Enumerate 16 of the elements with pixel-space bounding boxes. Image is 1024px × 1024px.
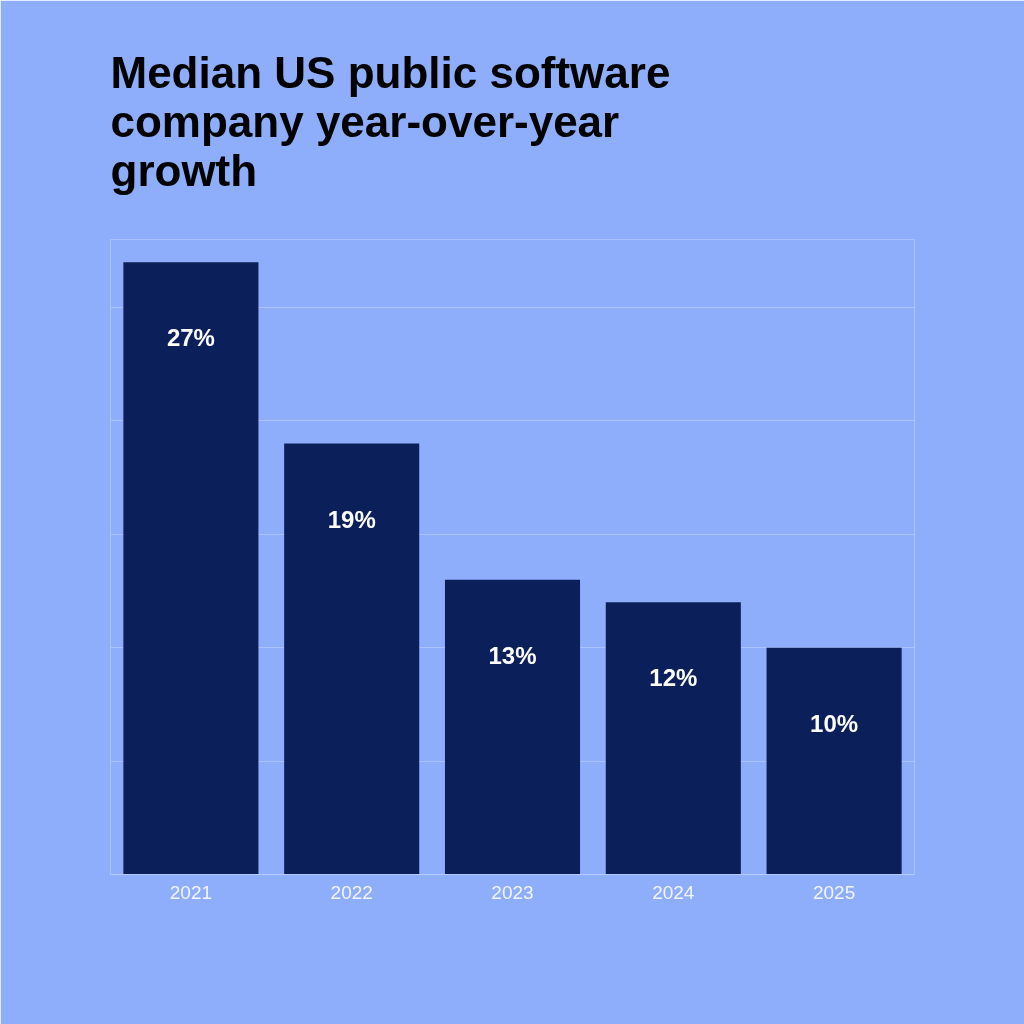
data-label: 10% bbox=[810, 709, 859, 737]
bar bbox=[766, 647, 902, 875]
x-tick-label: 2023 bbox=[491, 881, 534, 903]
x-tick-label: 2025 bbox=[812, 881, 856, 903]
x-tick-label: 2024 bbox=[652, 881, 695, 903]
bar bbox=[444, 579, 581, 875]
bar bbox=[123, 262, 259, 875]
data-label: 19% bbox=[327, 505, 376, 533]
bar bbox=[284, 443, 420, 875]
x-tick-label: 2021 bbox=[169, 881, 213, 903]
data-label: 27% bbox=[166, 324, 215, 352]
x-tick-label: 2022 bbox=[330, 881, 373, 903]
data-label: 12% bbox=[649, 664, 698, 692]
bar bbox=[605, 602, 741, 875]
data-label: 13% bbox=[488, 641, 537, 669]
chart-title: Median US public software company year-over-year growth bbox=[110, 47, 671, 195]
